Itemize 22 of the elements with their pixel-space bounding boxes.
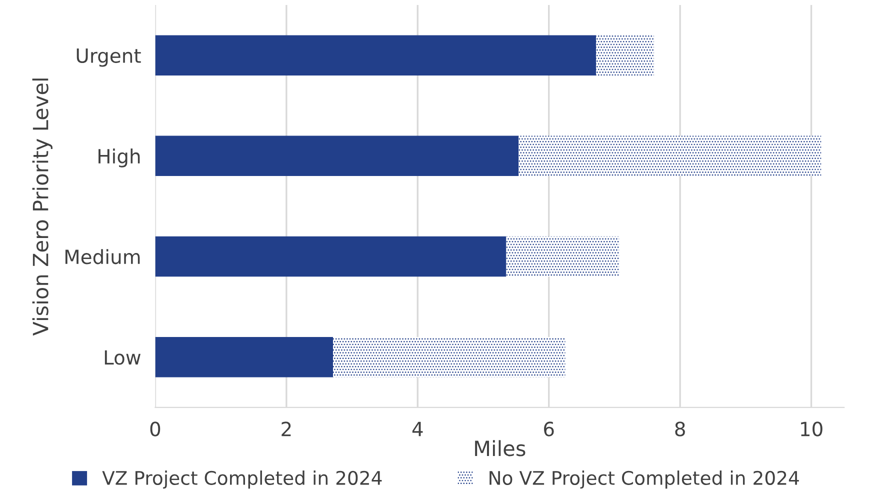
bar: [506, 236, 620, 277]
bar: [155, 337, 334, 378]
x-tick-label: 6: [544, 422, 554, 436]
y-tick-label: High: [98, 148, 140, 168]
bar: [155, 136, 519, 176]
y-axis-title: Vision Zero Priority Level: [32, 78, 52, 336]
x-tick-label: 8: [675, 422, 685, 436]
legend-label: No VZ Project Completed in 2024: [490, 470, 799, 489]
bar: [596, 35, 654, 76]
bar: [518, 136, 822, 176]
x-axis-title: Miles: [475, 440, 526, 456]
bar: [155, 236, 506, 277]
y-tick-label: Urgent: [76, 48, 141, 67]
y-tick-label: Low: [104, 350, 141, 365]
bar: [155, 35, 596, 76]
x-tick-label: 0: [150, 422, 160, 436]
y-tick-label: Medium: [65, 249, 140, 264]
x-tick-label: 2: [282, 422, 291, 436]
x-tick-label: 10: [801, 422, 822, 436]
x-tick-label: 4: [412, 422, 423, 436]
bar: [333, 337, 566, 378]
legend-label: VZ Project Completed in 2024: [102, 470, 382, 489]
